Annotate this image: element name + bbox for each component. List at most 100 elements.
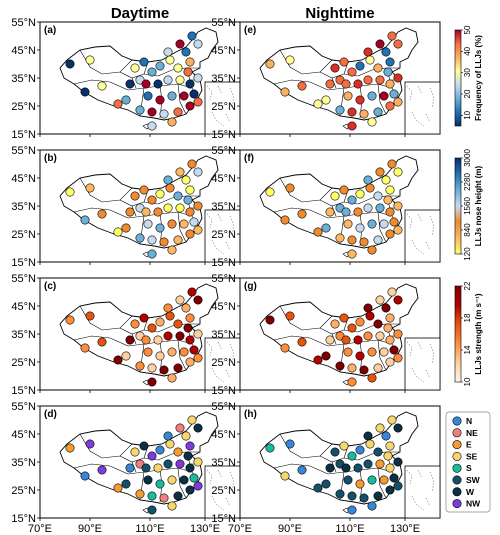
station-marker — [173, 363, 183, 373]
station-marker — [175, 167, 185, 177]
lat-tick-label: 45°N — [211, 301, 236, 313]
lat-tick-label: 35°N — [11, 73, 36, 85]
station-marker — [355, 479, 365, 489]
lat-tick-label: 25°N — [211, 229, 236, 241]
lat-tick-label: 35°N — [211, 201, 236, 213]
colorbar-tick-label: 840 — [463, 223, 472, 237]
station-marker — [97, 465, 107, 475]
station-marker — [280, 215, 290, 225]
station-marker — [167, 347, 177, 357]
lat-tick-label: 35°N — [211, 457, 236, 469]
station-marker — [347, 235, 357, 245]
province-boundary — [377, 467, 387, 499]
colorbar-tick-label: 50 — [463, 25, 472, 34]
legend-marker — [452, 428, 462, 438]
province-boundary — [273, 463, 329, 475]
station-marker — [153, 207, 163, 217]
station-marker — [193, 457, 203, 467]
lon-tick-label: 90°E — [78, 523, 102, 535]
lat-tick-label: 55°N — [211, 17, 236, 29]
station-marker — [121, 351, 131, 361]
inset-islands — [206, 341, 235, 383]
station-marker — [193, 201, 203, 211]
map-panel: (d)55°N45°N35°N25°N15°N70°E 90°E 110°E 130°… — [11, 401, 241, 535]
map-panel: (g) 55°N 45°N 35°N 25°N 15°N — [211, 273, 441, 397]
station-marker — [130, 319, 140, 329]
station-marker — [381, 431, 391, 441]
station-marker — [155, 351, 165, 361]
station-marker — [365, 439, 375, 449]
station-marker — [97, 81, 107, 91]
station-marker — [80, 215, 90, 225]
station-marker — [373, 319, 383, 329]
legend-label: N — [466, 416, 472, 426]
lat-tick-label: 35°N — [11, 329, 36, 341]
station-marker — [173, 319, 183, 329]
lat-tick-label: 15°N — [211, 513, 236, 525]
lat-tick-label: 25°N — [11, 101, 36, 113]
station-marker — [153, 335, 163, 345]
station-marker — [139, 57, 149, 67]
south-china-sea-inset — [204, 209, 241, 263]
station-marker — [189, 345, 199, 355]
station-marker — [185, 79, 195, 89]
legend-label: S — [466, 463, 472, 473]
station-marker — [189, 217, 199, 227]
station-marker — [365, 311, 375, 321]
station-marker — [313, 483, 323, 493]
station-marker — [125, 207, 135, 217]
station-marker — [165, 55, 175, 65]
station-marker — [359, 109, 369, 119]
legend-label: NE — [466, 428, 478, 438]
station-marker — [347, 67, 357, 77]
station-marker — [189, 89, 199, 99]
station-marker — [139, 313, 149, 323]
station-marker — [325, 335, 335, 345]
station-marker — [383, 67, 393, 77]
lat-tick-label: 55°N — [11, 17, 36, 29]
panel-label: (b) — [44, 153, 57, 164]
map-panel: (a) 55°N 45°N 35°N 25°N 15°N — [11, 17, 241, 141]
station-marker — [347, 107, 357, 117]
colorbar-label: LLJs nose height (m) — [474, 165, 483, 246]
station-marker — [385, 207, 395, 217]
lat-tick-label: 45°N — [211, 429, 236, 441]
station-marker — [113, 99, 123, 109]
station-marker — [339, 57, 349, 67]
station-marker — [141, 79, 151, 89]
station-marker — [187, 415, 197, 425]
province-boundary — [273, 79, 329, 91]
station-marker — [179, 91, 189, 101]
station-marker — [167, 501, 177, 511]
lat-tick-label: 15°N — [11, 257, 36, 269]
south-china-sea-inset — [404, 337, 441, 391]
station-marker — [373, 107, 383, 117]
lat-tick-label: 45°N — [11, 429, 36, 441]
station-marker — [159, 493, 169, 503]
station-marker — [355, 223, 365, 233]
station-marker — [175, 203, 185, 213]
province-boundary — [377, 339, 387, 371]
station-marker — [341, 463, 351, 473]
station-marker — [167, 219, 177, 229]
lat-tick-label: 35°N — [11, 457, 36, 469]
station-marker — [143, 219, 153, 229]
station-marker — [385, 101, 395, 111]
station-marker — [80, 87, 90, 97]
station-marker — [121, 95, 131, 105]
colorbar-scale — [454, 157, 462, 255]
south-china-sea-inset — [204, 81, 241, 135]
lat-tick-label: 45°N — [211, 45, 236, 57]
station-marker — [185, 57, 195, 67]
station-marker — [393, 225, 403, 235]
station-marker — [65, 315, 75, 325]
station-marker — [347, 323, 357, 333]
station-marker — [125, 335, 135, 345]
lon-tick-label: 110°E — [335, 523, 364, 535]
station-marker — [367, 347, 377, 357]
lat-tick-label: 25°N — [211, 101, 236, 113]
station-marker — [173, 63, 183, 73]
station-marker — [385, 441, 395, 451]
station-marker — [363, 175, 373, 185]
station-marker — [297, 81, 307, 91]
